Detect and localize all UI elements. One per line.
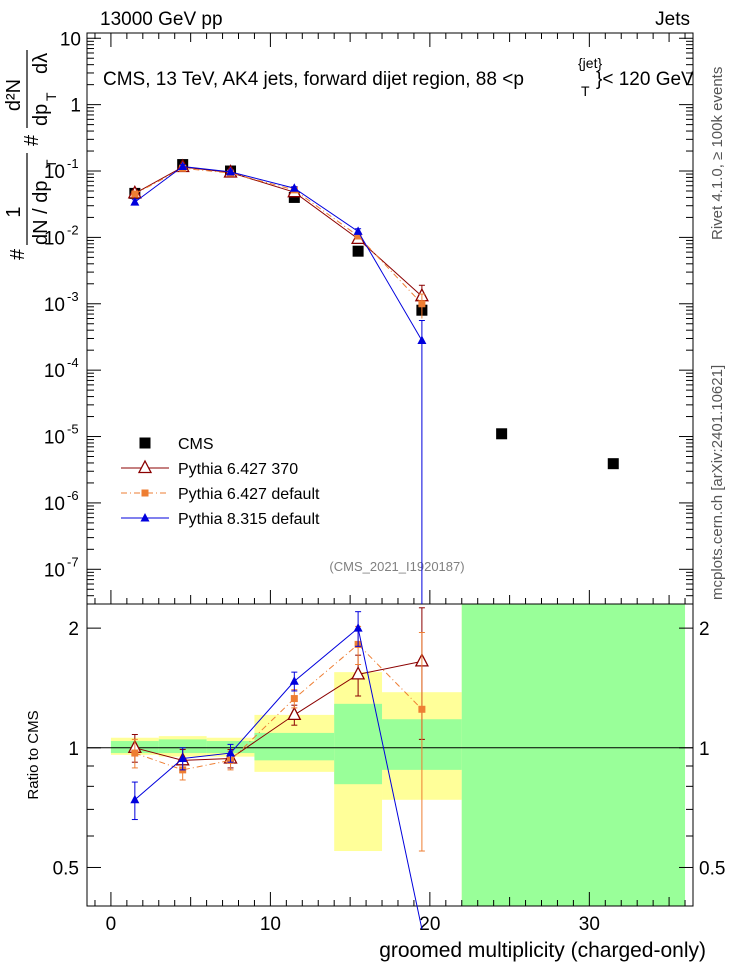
main-y-tick-label: 10 [44, 228, 65, 249]
ratio-point-py6_370 [287, 706, 302, 721]
y-axis-label: # 1 dN / dp T # d²N dp T dλ [3, 50, 59, 260]
ratio-y-tick-label: 2 [68, 619, 79, 640]
svg-text:#: # [21, 134, 43, 146]
plot-title: CMS, 13 TeV, AK4 jets, forward dijet reg… [103, 69, 524, 90]
ratio-band-green [461, 604, 542, 906]
ratio-point-py6_default [131, 749, 139, 757]
ratio-y-tick-label-right: 2 [699, 619, 710, 640]
main-y-tick-label: 10 [44, 162, 65, 183]
legend-label-py6_default: Pythia 6.427 default [178, 486, 320, 503]
data-point-py6_default [418, 300, 426, 308]
data-point-py8 [178, 161, 188, 170]
ratio-series-layer [127, 607, 429, 930]
legend-label-py6_370: Pythia 6.427 370 [178, 461, 298, 478]
main-y-tick-label: 10 [44, 295, 65, 316]
data-point-py8 [289, 183, 299, 192]
data-point-py8 [353, 226, 363, 235]
header-right: Jets [655, 9, 690, 30]
ratio-line-py8 [134, 627, 423, 930]
ratio-axis-ticks: 0.5 0.5 1 1 2 2 [53, 619, 725, 907]
main-y-tick-label: 10 [44, 560, 65, 581]
data-point-cms [352, 245, 364, 257]
data-point-cms [288, 191, 300, 203]
x-tick-label: 10 [260, 914, 281, 935]
ratio-band-green [334, 703, 383, 785]
series-line-py8 [134, 165, 423, 341]
ratio-line-py6_370 [134, 660, 422, 761]
main-y-tick-exp: -1 [67, 156, 79, 171]
series-line-py6_default [134, 167, 423, 305]
mcplots-label: mcplots.cern.ch [arXiv:2401.10621] [709, 365, 726, 600]
legend-label-cms: CMS [178, 436, 214, 453]
ratio-point-py6_default [418, 705, 426, 713]
ratio-point-py6_370 [351, 665, 366, 680]
header-left: 13000 GeV pp [100, 9, 223, 30]
ratio-y-tick-label: 1 [68, 739, 79, 760]
main-y-tick-exp: -2 [67, 222, 79, 237]
svg-text:dp: dp [30, 104, 52, 126]
ratio-point-py8 [289, 676, 299, 685]
main-y-tick-exp: -3 [67, 289, 79, 304]
main-y-tick-exp: -5 [67, 422, 79, 437]
main-y-tick-label: 10 [60, 29, 81, 50]
ratio-band-green [254, 732, 335, 761]
ratio-plot-frame [86, 603, 694, 907]
svg-text:T: T [43, 159, 59, 168]
data-point-py8 [226, 166, 236, 176]
ratio-line-py6_default [134, 643, 423, 771]
x-axis-ticks: 0 10 20 30 [94, 33, 686, 935]
svg-text:1: 1 [3, 206, 25, 217]
data-point-py6_default [354, 232, 362, 240]
plot-title-sup: {jet} [578, 55, 602, 71]
ratio-point-py6_default [290, 695, 298, 703]
series-line-py6_370 [134, 166, 423, 297]
legend-label-py8: Pythia 8.315 default [178, 511, 320, 528]
ratio-point-py8 [226, 748, 236, 757]
x-tick-label: 0 [106, 914, 117, 935]
legend-marker-cms [139, 437, 151, 449]
main-y-tick-label: 10 [44, 361, 65, 382]
ratio-point-py8 [130, 794, 140, 804]
rivet-label: Rivet 4.1.0, ≥ 100k events [709, 67, 726, 240]
ratio-y-tick-label-right: 1 [699, 739, 710, 760]
main-y-tick-exp: -6 [67, 488, 79, 503]
main-series-layer [127, 158, 619, 604]
ratio-point-py8 [178, 753, 188, 762]
main-y-tick-exp: -7 [67, 554, 79, 569]
data-point-py6_default [131, 190, 139, 198]
ratio-point-py8 [353, 623, 363, 632]
legend-marker-py8 [140, 513, 150, 522]
svg-text:T: T [43, 92, 59, 101]
svg-text:dλ: dλ [30, 53, 52, 74]
legend-marker-py6_default [141, 489, 149, 497]
x-tick-label: 30 [579, 914, 600, 935]
plot-title-sub: T [581, 83, 590, 99]
ratio-bands [87, 604, 693, 906]
svg-text:d²N: d²N [3, 79, 25, 111]
main-y-tick-label: 10 [44, 494, 65, 515]
ratio-band-green [158, 739, 207, 754]
analysis-watermark: (CMS_2021_I1920187) [329, 559, 464, 574]
main-y-tick-label: 1 [70, 96, 81, 117]
data-point-py8 [130, 197, 140, 206]
ratio-band-green [541, 604, 686, 906]
data-point-cms [496, 428, 508, 440]
svg-text:#: # [7, 248, 29, 260]
legend-marker-py6_370 [137, 459, 153, 474]
data-point-cms [607, 458, 619, 470]
ratio-y-label: Ratio to CMS [25, 710, 42, 799]
legend: CMS Pythia 6.427 370 Pythia 6.427 default P… [121, 436, 320, 528]
ratio-y-tick-label: 0.5 [53, 858, 79, 879]
x-tick-label: 20 [419, 914, 440, 935]
svg-text:dN / dp: dN / dp [30, 181, 52, 245]
plot-title-tail: }< 120 GeV [596, 69, 694, 90]
data-point-py8 [417, 335, 427, 344]
main-y-tick-exp: -4 [67, 355, 79, 370]
main-y-tick-label: 10 [44, 428, 65, 449]
x-axis-label: groomed multiplicity (charged-only) [379, 939, 706, 962]
ratio-y-tick-label-right: 0.5 [699, 858, 725, 879]
